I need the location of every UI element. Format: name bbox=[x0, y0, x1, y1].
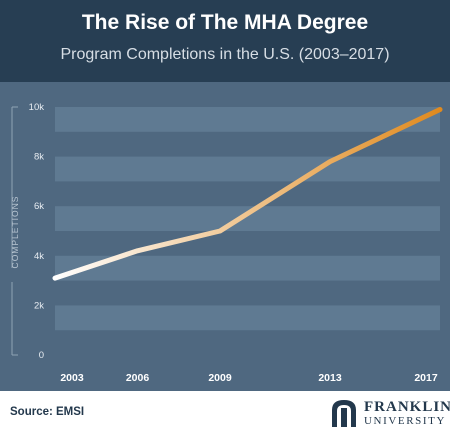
grid-band bbox=[55, 255, 440, 281]
grid-bands bbox=[55, 107, 440, 331]
header-banner: The Rise of The MHA Degree Program Compl… bbox=[0, 0, 450, 82]
x-tick-label: 2006 bbox=[126, 372, 150, 384]
x-tick-labels: 2003 2006 2009 2013 2017 bbox=[60, 372, 438, 384]
y-tick-label: 0 bbox=[39, 350, 44, 361]
y-tick-label: 10k bbox=[29, 102, 45, 113]
grid-band bbox=[55, 305, 440, 331]
x-tick-label: 2017 bbox=[414, 372, 438, 384]
logo-wordmark-line1: FRANKLIN bbox=[364, 399, 450, 415]
chart-title: The Rise of The MHA Degree bbox=[81, 11, 369, 34]
chart-area: COMPLETIONS 0 2k 4k 6k 8k 10k 2003 2006 2009 201… bbox=[0, 82, 450, 391]
y-tick-label: 4k bbox=[34, 251, 44, 262]
source-note: Source: EMSI bbox=[10, 406, 85, 418]
logo-wordmark-line2: UNIVERSITY bbox=[364, 415, 446, 427]
y-tick-label: 2k bbox=[34, 300, 44, 311]
y-axis-label: COMPLETIONS bbox=[10, 196, 20, 269]
x-tick-label: 2003 bbox=[60, 372, 84, 384]
line-chart: COMPLETIONS 0 2k 4k 6k 8k 10k 2003 2006 2009 201… bbox=[10, 102, 443, 384]
footer: Source: EMSI FRANKLIN UNIVERSITY bbox=[0, 391, 450, 434]
franklin-logo: FRANKLIN UNIVERSITY bbox=[330, 398, 450, 428]
chart-subtitle: Program Completions in the U.S. (2003–20… bbox=[60, 46, 390, 63]
y-tick-label: 8k bbox=[34, 152, 44, 163]
y-tick-label: 6k bbox=[34, 201, 44, 212]
series-line bbox=[52, 107, 443, 281]
x-tick-label: 2013 bbox=[318, 372, 342, 384]
x-tick-label: 2009 bbox=[208, 372, 232, 384]
series-lines bbox=[52, 107, 443, 281]
grid-band bbox=[55, 206, 440, 231]
y-axis-bracket bbox=[11, 106, 18, 356]
grid-band bbox=[55, 156, 440, 182]
y-tick-labels: 0 2k 4k 6k 8k 10k bbox=[29, 102, 45, 361]
logo-arch-icon bbox=[332, 400, 356, 427]
grid-band bbox=[55, 107, 440, 132]
